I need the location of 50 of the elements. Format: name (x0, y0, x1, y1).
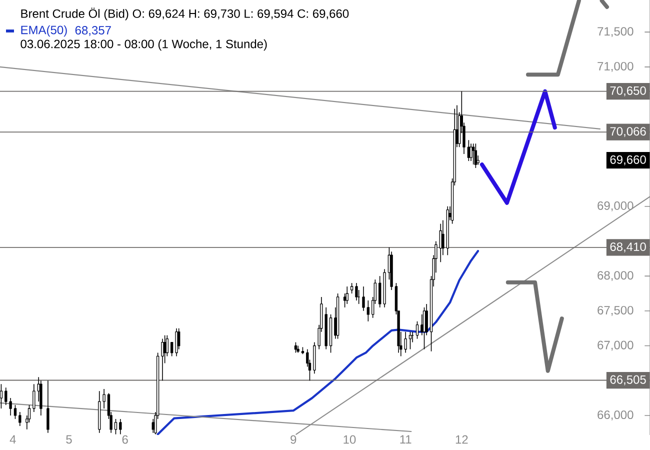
annotation: 68,357 (75, 26, 111, 36)
candlestick (416, 320, 419, 340)
y-tick-label: 71,000 (598, 62, 634, 72)
candlestick (378, 276, 382, 308)
candlestick (408, 331, 412, 350)
annotation: 03.06.2025 18:00 - 08:00 (1 Woche, 1 Stunde) (20, 39, 267, 51)
candlestick (404, 331, 407, 354)
x-tick-label: 10 (344, 435, 356, 444)
y-tick-label: 67,000 (598, 340, 634, 351)
candlestick (350, 282, 354, 294)
candlestick (102, 388, 106, 409)
legend-label: EMA(50) (21, 25, 67, 37)
candlestick (9, 398, 12, 416)
candlestick (472, 143, 475, 165)
ref-line-label: 68,410 (610, 242, 646, 252)
x-tick-label: 5 (66, 435, 72, 444)
x-tick-label: 9 (290, 435, 296, 444)
candlestick (18, 412, 22, 426)
candlestick (32, 384, 36, 412)
y-tick-label: 68,000 (598, 271, 634, 282)
x-tick-label: 11 (400, 435, 412, 444)
candlestick (0, 384, 3, 409)
line-series (480, 89, 557, 205)
candlestick (422, 307, 426, 350)
ref-line-label: 70,066 (610, 127, 646, 137)
candlestick (46, 380, 50, 434)
x-tick-label: 12 (456, 435, 468, 444)
x-tick-label: 4 (10, 435, 16, 444)
candlestick (474, 143, 478, 168)
annotation: 69,660 (610, 155, 646, 166)
candlestick (470, 143, 472, 162)
candlestick (170, 342, 174, 357)
candlestick (362, 286, 365, 312)
text: Brent Crude Öl (Bid) O: 69,624 H: 69,730 L: 69,594 C: 69,660 (21, 8, 349, 20)
y-tick-label: 66,000 (598, 410, 634, 420)
candlestick (346, 286, 348, 304)
y-tick-label: 67,500 (598, 306, 634, 316)
candlestick (366, 300, 370, 322)
candlestick (119, 418, 122, 435)
candlestick (175, 328, 178, 357)
ref-line-label: 66,505 (610, 375, 646, 386)
ref-line-label: 70,650 (610, 86, 646, 96)
candlestick (161, 338, 164, 382)
candlestick (355, 282, 358, 301)
candlestick (4, 387, 8, 406)
y-tick-label: 71,500 (598, 27, 634, 38)
candlestick (114, 418, 118, 435)
y-tick-label: 69,000 (598, 201, 634, 212)
candlestick (14, 404, 17, 420)
x-tick-label: 6 (122, 435, 128, 444)
